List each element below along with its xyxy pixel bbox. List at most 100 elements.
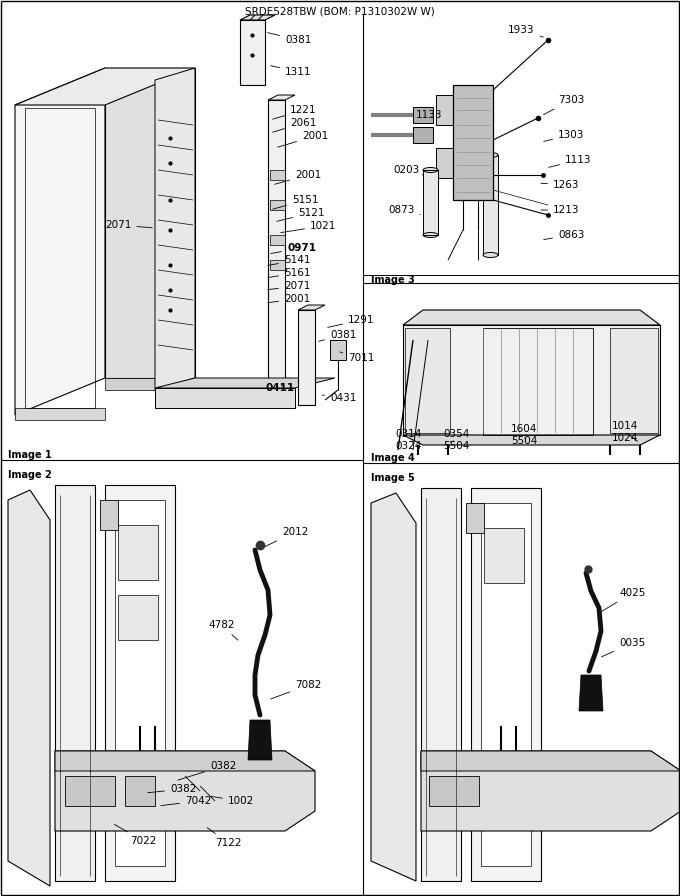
Text: 0203: 0203: [393, 165, 423, 175]
Text: 1021: 1021: [281, 221, 337, 233]
Text: 7042: 7042: [160, 796, 211, 806]
Text: 4782: 4782: [208, 620, 238, 640]
Bar: [466, 503, 484, 533]
Text: 0382: 0382: [177, 761, 237, 780]
Polygon shape: [298, 305, 325, 310]
Polygon shape: [248, 720, 272, 760]
Text: Image 5: Image 5: [371, 473, 415, 483]
Ellipse shape: [423, 168, 438, 173]
Bar: [413, 127, 433, 143]
Text: 0971: 0971: [271, 243, 316, 254]
Bar: [270, 200, 285, 210]
Text: 2001: 2001: [277, 131, 328, 147]
Text: 0381: 0381: [268, 32, 311, 45]
Polygon shape: [105, 68, 195, 378]
Text: 2061: 2061: [273, 118, 316, 133]
Bar: [118, 595, 158, 640]
Polygon shape: [55, 751, 315, 831]
Text: Image 2: Image 2: [8, 470, 52, 480]
Text: 1311: 1311: [271, 65, 311, 77]
Text: 1263: 1263: [541, 180, 579, 190]
Polygon shape: [240, 15, 275, 20]
Text: 4025: 4025: [601, 588, 645, 612]
Text: 1303: 1303: [544, 130, 584, 142]
Text: 1221: 1221: [273, 105, 316, 119]
Text: 0314
0324: 0314 0324: [395, 429, 422, 451]
Bar: [483, 328, 593, 435]
Text: 5161: 5161: [268, 268, 311, 278]
Bar: [610, 328, 658, 433]
Text: 0411: 0411: [265, 383, 294, 393]
Text: SRDE528TBW (BOM: P1310302W W): SRDE528TBW (BOM: P1310302W W): [245, 6, 435, 16]
Polygon shape: [579, 675, 603, 711]
Text: 0381: 0381: [319, 330, 356, 341]
Polygon shape: [105, 378, 195, 390]
Text: 7303: 7303: [543, 95, 584, 115]
Polygon shape: [115, 500, 165, 866]
Text: 0035: 0035: [602, 638, 645, 657]
Bar: [330, 340, 346, 360]
Polygon shape: [105, 485, 175, 881]
Text: Image 3: Image 3: [371, 275, 415, 285]
Text: 7122: 7122: [207, 828, 241, 848]
Bar: [436, 148, 454, 178]
Polygon shape: [240, 20, 265, 85]
Polygon shape: [15, 408, 105, 420]
Ellipse shape: [483, 253, 498, 257]
Text: 0431: 0431: [322, 393, 356, 403]
Bar: [484, 528, 524, 583]
Text: 0863: 0863: [544, 230, 584, 240]
Bar: [270, 170, 285, 180]
Polygon shape: [298, 310, 315, 405]
Text: 2001: 2001: [275, 170, 321, 185]
Polygon shape: [453, 85, 493, 200]
Polygon shape: [15, 68, 195, 105]
Bar: [118, 525, 158, 580]
Polygon shape: [403, 325, 660, 435]
Bar: [270, 235, 285, 245]
Text: 0873: 0873: [388, 205, 420, 215]
Text: 1291: 1291: [328, 315, 375, 327]
Bar: [100, 500, 118, 530]
Polygon shape: [421, 488, 461, 881]
Polygon shape: [55, 485, 95, 881]
Polygon shape: [471, 488, 541, 881]
Text: 1604
5504: 1604 5504: [511, 424, 537, 446]
Text: Image 1: Image 1: [8, 450, 52, 460]
Ellipse shape: [483, 152, 498, 158]
Polygon shape: [423, 170, 438, 235]
Polygon shape: [403, 310, 660, 325]
Polygon shape: [421, 751, 680, 771]
Polygon shape: [55, 751, 315, 771]
Text: 1213: 1213: [541, 205, 579, 215]
Polygon shape: [8, 490, 50, 886]
Text: 1113: 1113: [549, 155, 592, 168]
Text: 5141: 5141: [268, 255, 311, 265]
Polygon shape: [155, 68, 195, 390]
Polygon shape: [15, 68, 105, 415]
Text: 2071: 2071: [105, 220, 152, 230]
Bar: [65, 776, 115, 806]
Bar: [436, 95, 454, 125]
Polygon shape: [371, 493, 416, 881]
Bar: [429, 776, 479, 806]
Text: 2012: 2012: [265, 527, 308, 547]
Bar: [413, 107, 433, 123]
Text: 7082: 7082: [271, 680, 322, 699]
Text: 5121: 5121: [277, 208, 324, 221]
Polygon shape: [421, 751, 680, 831]
Text: 1014
1024: 1014 1024: [612, 421, 639, 443]
Bar: [125, 776, 155, 806]
Ellipse shape: [423, 232, 438, 237]
Text: 1133: 1133: [416, 110, 443, 120]
Text: 2001: 2001: [268, 294, 310, 304]
Text: 5151: 5151: [273, 195, 318, 210]
Polygon shape: [483, 155, 498, 255]
Polygon shape: [403, 435, 660, 445]
Text: 0354
5504: 0354 5504: [443, 429, 469, 451]
Bar: [405, 328, 450, 433]
Bar: [270, 260, 285, 270]
Text: 7011: 7011: [340, 352, 375, 363]
Polygon shape: [268, 95, 295, 100]
Text: 0382: 0382: [148, 784, 197, 794]
